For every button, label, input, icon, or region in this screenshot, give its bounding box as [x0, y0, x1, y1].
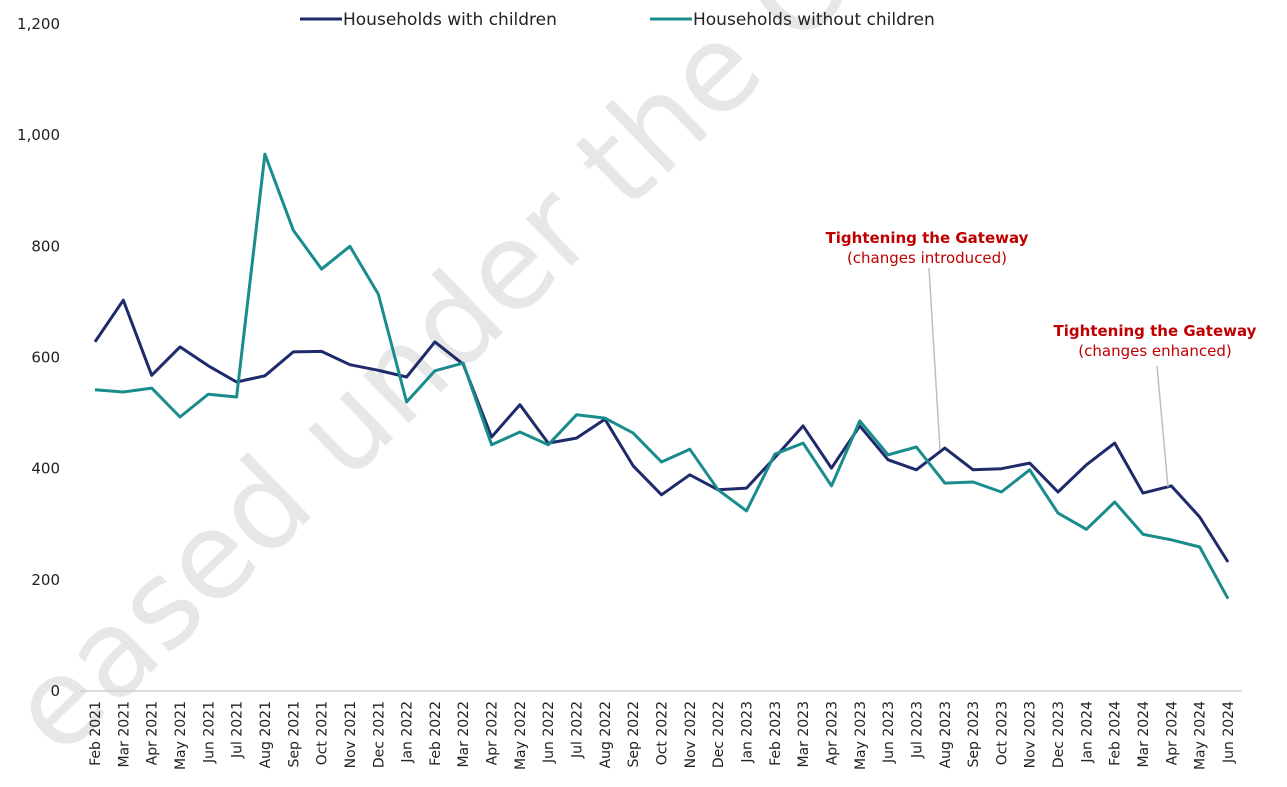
- x-tick-label: Sep 2021: [286, 701, 302, 767]
- x-tick-label: Mar 2022: [456, 701, 472, 768]
- y-tick-label: 800: [31, 237, 60, 255]
- y-tick-label: 200: [31, 571, 60, 589]
- annotation-title: Tightening the Gateway: [826, 229, 1029, 247]
- x-tick-label: Jan 2022: [400, 701, 416, 764]
- x-tick-label: Mar 2023: [796, 701, 812, 768]
- x-tick-label: May 2022: [513, 701, 529, 770]
- legend-label: Households without children: [693, 10, 935, 30]
- annotation-subtitle: (changes enhanced): [1078, 342, 1231, 360]
- legend-label: Households with children: [343, 10, 557, 30]
- annotation-leader: [1156, 365, 1169, 488]
- x-tick-label: Jun 2024: [1221, 701, 1237, 764]
- x-tick-label: Apr 2021: [145, 701, 161, 765]
- annotation-leader: [928, 267, 941, 451]
- watermark: eased under the Official I: [0, 0, 1168, 781]
- x-tick-label: Oct 2023: [994, 701, 1010, 765]
- x-tick-label: Apr 2022: [485, 701, 501, 765]
- x-tick-label: Sep 2022: [626, 701, 642, 767]
- x-tick-label: Jul 2022: [570, 701, 586, 759]
- x-tick-label: Jan 2024: [1079, 701, 1095, 764]
- x-tick-label: Mar 2024: [1136, 701, 1152, 768]
- x-tick-label: Apr 2024: [1164, 701, 1180, 765]
- y-tick-label: 1,000: [17, 126, 60, 144]
- x-tick-label: Aug 2023: [938, 701, 954, 768]
- x-tick-label: Jun 2022: [541, 701, 557, 764]
- y-tick-label: 400: [31, 460, 60, 478]
- annotation-title: Tightening the Gateway: [1054, 322, 1257, 340]
- x-tick-label: Oct 2021: [315, 701, 331, 765]
- x-tick-label: Nov 2021: [343, 701, 359, 768]
- x-tick-label: Apr 2023: [824, 701, 840, 765]
- annotation-subtitle: (changes introduced): [847, 249, 1007, 267]
- x-tick-label: Jun 2021: [201, 701, 217, 764]
- series-line: [94, 152, 1230, 600]
- y-tick-label: 600: [31, 349, 60, 367]
- y-tick-label: 0: [50, 682, 60, 700]
- x-tick-label: Aug 2022: [598, 701, 614, 768]
- x-tick-label: Jul 2023: [909, 701, 925, 759]
- series-line: [93, 298, 1230, 563]
- x-tick-label: Feb 2022: [428, 701, 444, 766]
- x-tick-label: Dec 2023: [1051, 701, 1067, 768]
- x-tick-label: Feb 2023: [768, 701, 784, 766]
- x-tick-label: Mar 2021: [116, 701, 132, 768]
- x-tick-label: Nov 2023: [1023, 701, 1039, 768]
- x-tick-label: May 2023: [853, 701, 869, 770]
- x-tick-label: Sep 2023: [966, 701, 982, 767]
- x-tick-label: May 2021: [173, 701, 189, 770]
- y-tick-label: 1,200: [17, 15, 60, 33]
- x-tick-label: Oct 2022: [655, 701, 671, 765]
- x-tick-label: Dec 2022: [711, 701, 727, 768]
- x-tick-label: Aug 2021: [258, 701, 274, 768]
- x-tick-label: Jan 2023: [739, 701, 755, 764]
- x-tick-label: Jul 2021: [230, 701, 246, 759]
- x-tick-label: Feb 2024: [1108, 701, 1124, 766]
- x-tick-label: Dec 2021: [371, 701, 387, 768]
- x-tick-label: May 2024: [1193, 701, 1209, 770]
- x-tick-label: Jun 2023: [881, 701, 897, 764]
- x-tick-label: Nov 2022: [683, 701, 699, 768]
- x-tick-label: Feb 2021: [88, 701, 104, 766]
